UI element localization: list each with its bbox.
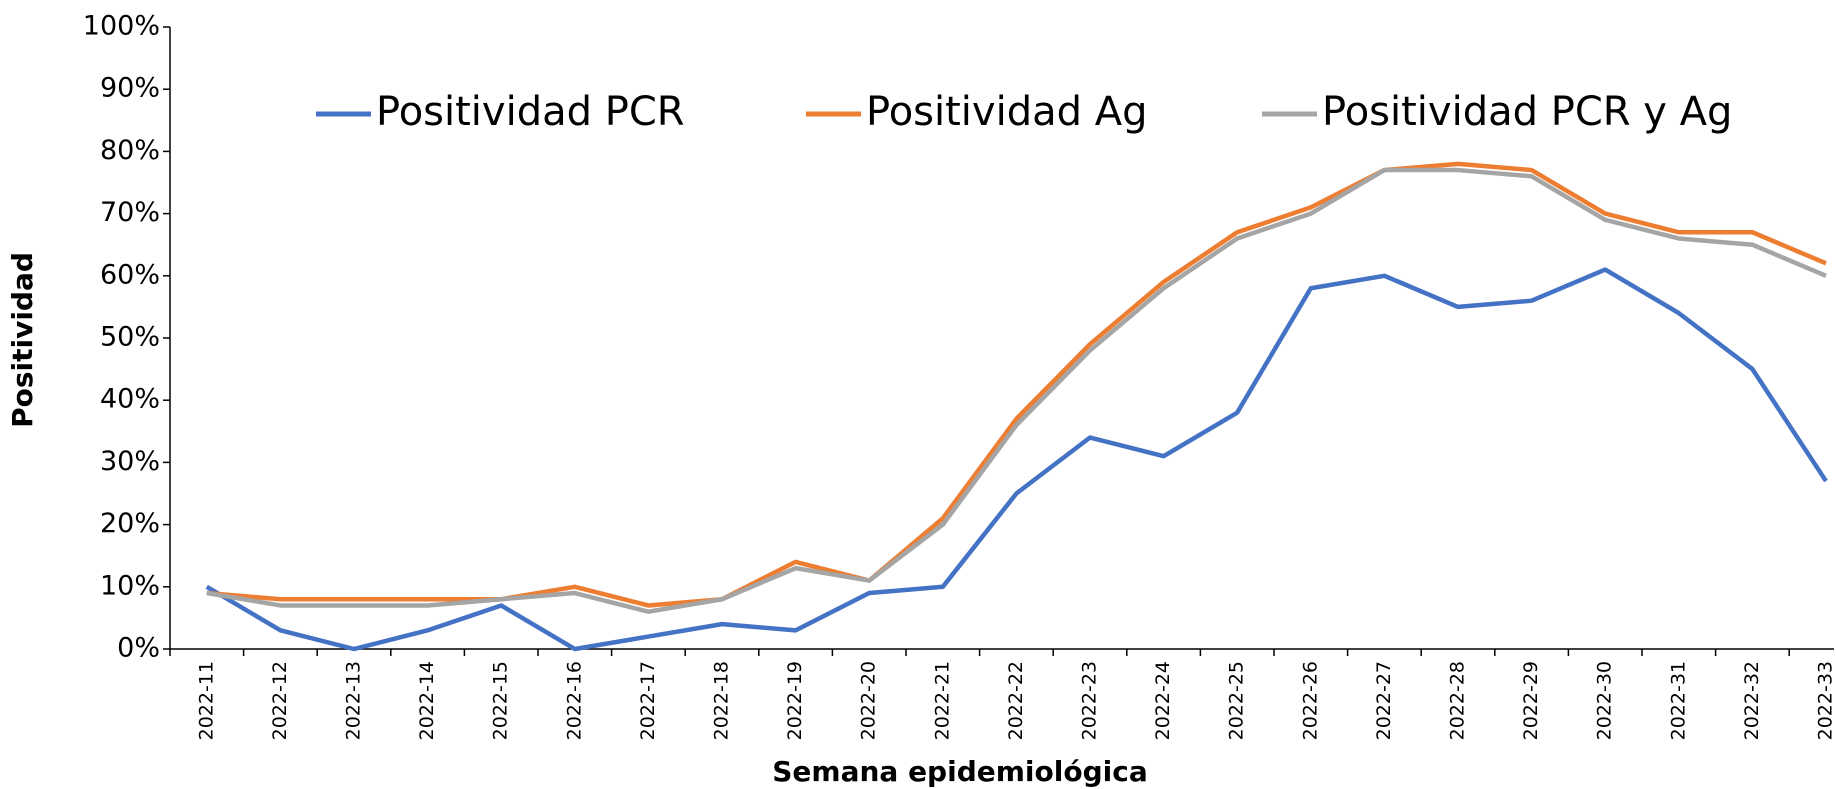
y-axis-title: Positividad (6, 252, 39, 428)
series-line (205, 267, 1828, 652)
x-tick-label: 2022-24 (1152, 661, 1174, 740)
x-tick-label: 2022-25 (1226, 661, 1248, 740)
x-tick-label: 2022-29 (1520, 661, 1542, 740)
legend-label: Positividad PCR (376, 89, 685, 135)
x-tick-label: 2022-20 (858, 661, 880, 740)
y-tick-label: 10% (100, 570, 160, 601)
x-tick-label: 2022-27 (1373, 661, 1395, 740)
x-tick-label: 2022-33 (1815, 661, 1836, 740)
y-tick-label: 100% (83, 11, 160, 42)
legend-label: Positividad Ag (866, 89, 1147, 135)
x-tick-label: 2022-11 (195, 661, 217, 740)
x-tick-label: 2022-23 (1079, 661, 1101, 740)
y-tick-label: 60% (100, 259, 160, 290)
y-tick-label: 90% (100, 73, 160, 104)
x-tick-label: 2022-15 (490, 661, 512, 740)
x-tick-label: 2022-14 (416, 661, 438, 740)
series-line (206, 167, 1827, 614)
x-tick-label: 2022-12 (269, 661, 291, 740)
x-tick-label: 2022-13 (343, 661, 365, 740)
x-tick-label: 2022-18 (711, 661, 733, 740)
y-tick-label: 80% (100, 135, 160, 166)
x-tick-label: 2022-17 (637, 661, 659, 740)
x-axis-title: Semana epidemiológica (772, 755, 1147, 788)
x-tick-label: 2022-28 (1447, 661, 1469, 740)
x-tick-label: 2022-16 (563, 661, 585, 740)
x-tick-label: 2022-19 (784, 661, 806, 740)
y-tick-label: 70% (100, 197, 160, 228)
y-tick-label: 30% (100, 446, 160, 477)
legend-label: Positividad PCR y Ag (1322, 89, 1732, 135)
x-tick-label: 2022-31 (1667, 661, 1689, 740)
y-tick-label: 40% (100, 384, 160, 415)
x-tick-label: 2022-32 (1741, 661, 1763, 740)
x-tick-label: 2022-26 (1299, 661, 1321, 740)
y-tick-label: 50% (100, 322, 160, 353)
x-tick-label: 2022-22 (1005, 661, 1027, 740)
y-tick-label: 0% (117, 633, 160, 664)
y-tick-label: 20% (100, 508, 160, 539)
x-tick-label: 2022-21 (931, 661, 953, 740)
x-tick-label: 2022-30 (1594, 661, 1616, 740)
series-line (206, 161, 1827, 608)
